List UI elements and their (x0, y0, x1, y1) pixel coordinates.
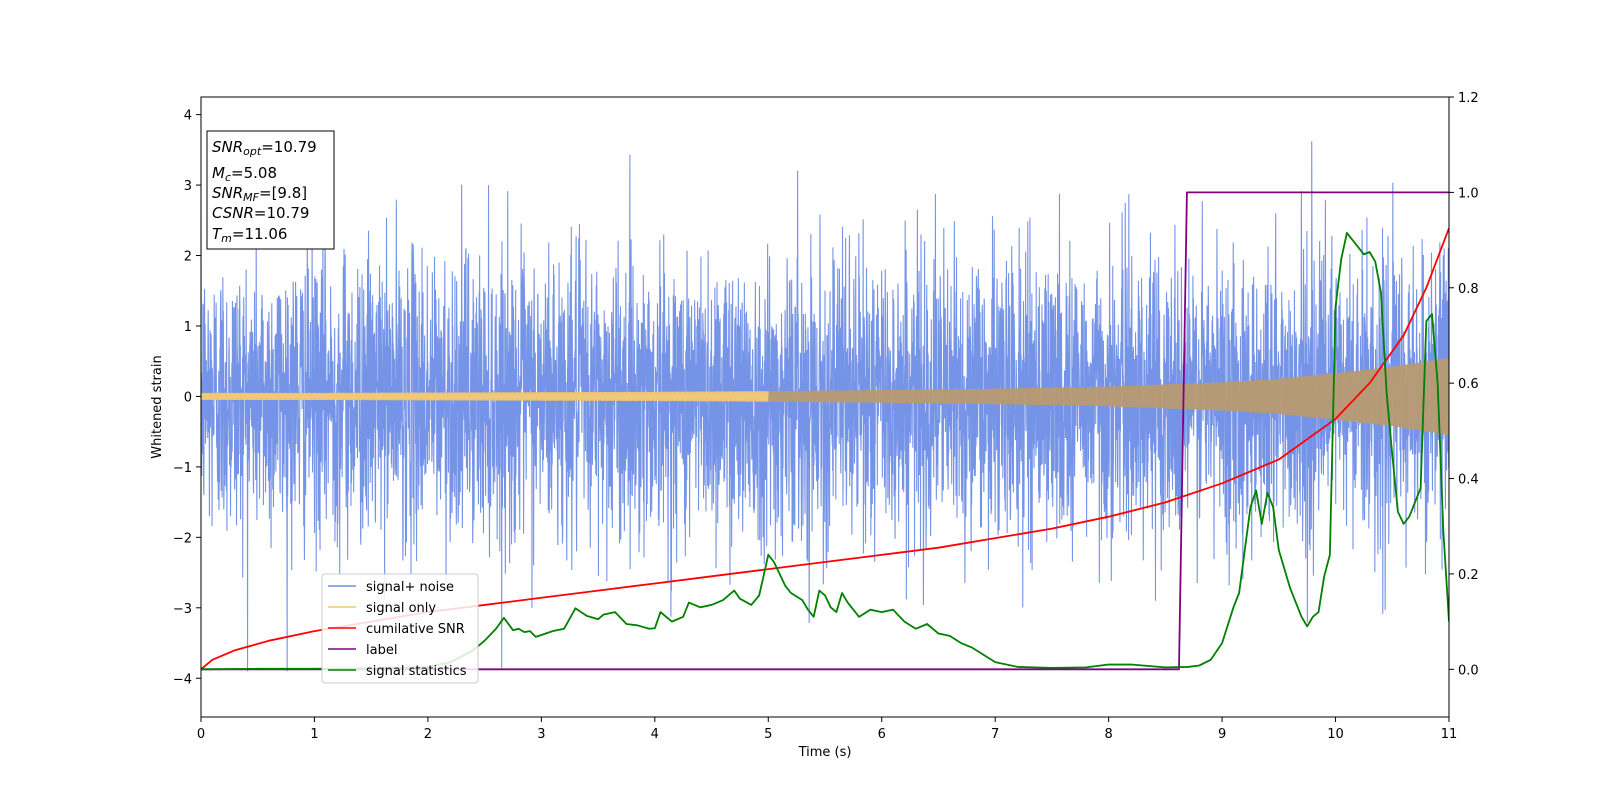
y-left-tick-label: 3 (184, 179, 192, 194)
signal-plus-noise-line (201, 141, 1449, 672)
x-tick-label: 3 (537, 727, 545, 742)
y-right-tick-label: 0.6 (1458, 377, 1479, 392)
legend-item-cumulative-snr: cumilative SNR (328, 622, 465, 637)
plot-frame (200, 96, 1450, 718)
signal-only-line (201, 391, 769, 402)
x-tick-label: 2 (424, 727, 432, 742)
y-right-tick-label: 1.2 (1458, 91, 1479, 106)
y-left-tick-label: −3 (173, 602, 192, 617)
snr-opt-annotation: SNRopt=10.79 (212, 138, 317, 158)
x-tick-label: 0 (197, 727, 205, 742)
x-tick-label: 10 (1327, 727, 1344, 742)
x-axis: 0 1 2 3 4 5 6 7 8 9 10 11 (197, 717, 1457, 742)
y-axis-title: Whitened strain (150, 355, 165, 458)
y-left-tick-label: 0 (184, 390, 192, 405)
svg-text:label: label (366, 643, 397, 658)
label-line (201, 191, 1449, 671)
legend-item-signal-only: signal only (328, 601, 436, 616)
y-left-tick-label: 2 (184, 250, 192, 265)
legend-item-signal-noise: signal+ noise (328, 580, 454, 595)
x-tick-label: 8 (1104, 727, 1112, 742)
y-right-tick-label: 1.0 (1458, 186, 1479, 201)
y-left-tick-label: −4 (173, 672, 192, 687)
tm-annotation: Tm=11.06 (212, 225, 287, 245)
y-left-tick-label: 1 (184, 320, 192, 335)
snr-mf-annotation: SNRMF=[9.8] (212, 184, 307, 204)
csnr-annotation: CSNR=10.79 (212, 204, 309, 222)
mc-annotation: Mc=5.08 (212, 164, 277, 184)
signal-only-series (201, 357, 1449, 436)
svg-text:signal only: signal only (366, 601, 436, 616)
x-tick-label: 9 (1218, 727, 1226, 742)
y-right-tick-label: 0.0 (1458, 663, 1479, 678)
svg-text:signal statistics: signal statistics (366, 664, 467, 679)
x-axis-title: Time (s) (798, 745, 852, 760)
y-left-tick-label: 4 (184, 109, 192, 124)
y-axis-right: 0.0 0.2 0.4 0.6 0.8 1.0 1.2 (1449, 91, 1479, 678)
x-tick-label: 4 (651, 727, 659, 742)
x-tick-label: 1 (310, 727, 318, 742)
y-right-tick-label: 0.2 (1458, 568, 1479, 583)
y-left-tick-label: −1 (173, 461, 192, 476)
y-axis-left: −4 −3 −2 −1 0 1 2 3 4 (173, 109, 201, 687)
signal-statistics-line (201, 232, 1449, 671)
parameter-annotation-box: SNRopt=10.79 Mc=5.08 SNRMF=[9.8] CSNR=10… (206, 130, 335, 250)
legend: signal+ noise signal only cumilative SNR… (321, 573, 479, 684)
legend-item-label: label (328, 643, 397, 658)
signal-plus-noise-series (201, 141, 1449, 672)
y-right-tick-label: 0.8 (1458, 282, 1479, 297)
svg-text:cumilative SNR: cumilative SNR (366, 622, 465, 637)
x-tick-label: 5 (764, 727, 772, 742)
y-right-tick-label: 0.4 (1458, 473, 1479, 488)
x-tick-label: 11 (1441, 727, 1458, 742)
x-tick-label: 6 (878, 727, 886, 742)
svg-text:signal+ noise: signal+ noise (366, 580, 454, 595)
signal-only-band (201, 357, 1449, 436)
y-left-tick-label: −2 (173, 531, 192, 546)
legend-item-signal-statistics: signal statistics (328, 664, 467, 679)
x-tick-label: 7 (991, 727, 999, 742)
